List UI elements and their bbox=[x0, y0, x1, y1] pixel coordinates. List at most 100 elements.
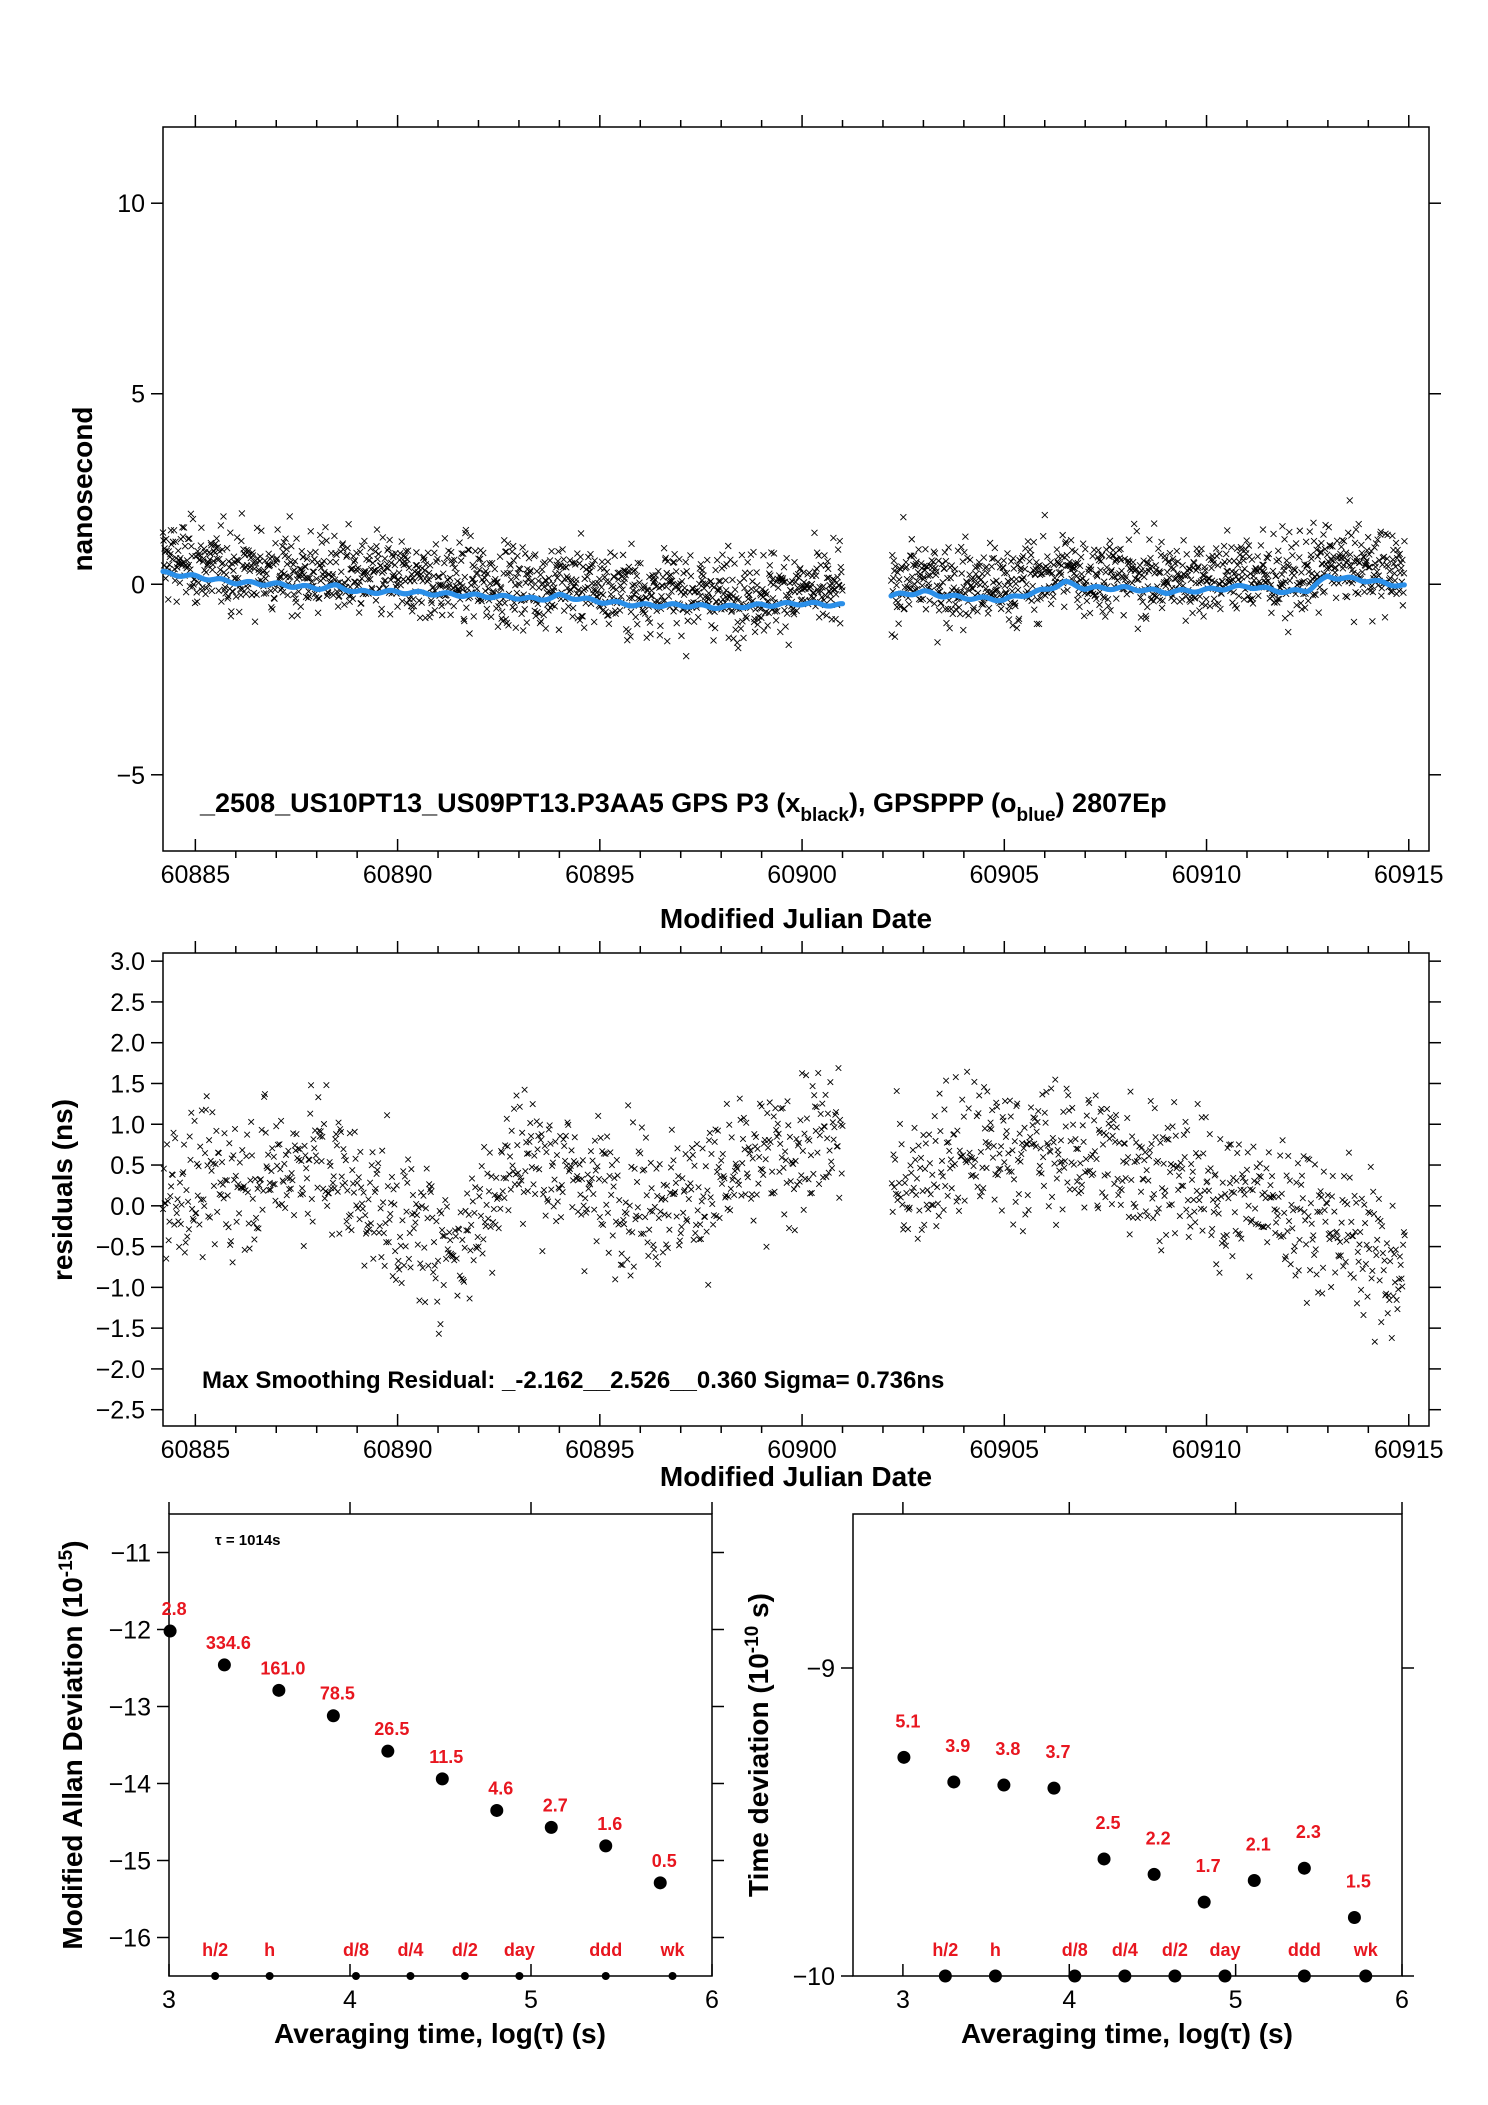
data-point-x bbox=[536, 1121, 544, 1128]
data-point-x bbox=[514, 1142, 521, 1149]
data-point-x bbox=[579, 613, 586, 620]
data-point-x bbox=[584, 573, 591, 581]
data-point-x bbox=[1149, 1195, 1156, 1202]
data-point-x bbox=[622, 571, 630, 579]
data-point-x bbox=[435, 1330, 442, 1337]
y-tick-label: −15 bbox=[109, 1848, 151, 1876]
data-point-x bbox=[922, 1140, 929, 1147]
data-point-x bbox=[1053, 1175, 1060, 1182]
data-point-x bbox=[1128, 579, 1136, 587]
data-point-x bbox=[259, 1206, 266, 1213]
data-point-x bbox=[825, 574, 832, 582]
data-point-x bbox=[688, 1144, 696, 1152]
data-point-x bbox=[1171, 1230, 1179, 1237]
data-point-x bbox=[988, 555, 996, 563]
data-point-x bbox=[707, 577, 715, 585]
data-point-x bbox=[916, 570, 924, 578]
data-point-x bbox=[1038, 570, 1046, 578]
data-point-x bbox=[379, 1199, 387, 1206]
data-point-x bbox=[251, 1236, 258, 1243]
data-point-x bbox=[1000, 569, 1008, 577]
data-point-x bbox=[496, 553, 504, 561]
data-point-x bbox=[1308, 555, 1315, 562]
data-point-x bbox=[1006, 581, 1014, 589]
data-point-x bbox=[1240, 596, 1248, 603]
top-x-axis-label: Modified Julian Date bbox=[660, 903, 932, 934]
data-point-x bbox=[304, 594, 312, 602]
data-point-x bbox=[304, 1210, 311, 1217]
data-point-x bbox=[452, 1233, 459, 1240]
data-point-x bbox=[378, 605, 386, 613]
data-point-x bbox=[423, 1165, 430, 1172]
data-point-x bbox=[335, 1119, 342, 1126]
data-point-x bbox=[215, 1149, 222, 1157]
data-point-x bbox=[752, 1133, 760, 1141]
data-point-x bbox=[348, 565, 356, 572]
data-point-x bbox=[373, 1170, 380, 1177]
data-point-x bbox=[424, 549, 432, 557]
data-point-x bbox=[490, 1205, 497, 1213]
data-point-x bbox=[683, 1216, 690, 1223]
data-point-x bbox=[1142, 612, 1150, 620]
data-point-x bbox=[432, 1275, 439, 1282]
data-point-x bbox=[783, 554, 790, 562]
data-point-x bbox=[1200, 572, 1208, 579]
data-point-x bbox=[1308, 1220, 1315, 1227]
data-point-x bbox=[915, 1142, 922, 1149]
data-point-x bbox=[824, 557, 831, 565]
data-point-x bbox=[1254, 553, 1262, 560]
data-point-x bbox=[400, 1168, 407, 1175]
data-point-x bbox=[528, 577, 536, 584]
data-point-x bbox=[929, 1171, 936, 1178]
data-point-x bbox=[937, 1127, 944, 1135]
data-point-x bbox=[1274, 1212, 1281, 1220]
data-point-x bbox=[1048, 569, 1056, 577]
data-point-x bbox=[546, 557, 554, 564]
data-point-x bbox=[728, 608, 735, 615]
data-point-x bbox=[745, 591, 753, 599]
data-point-x bbox=[598, 558, 606, 566]
data-point-x bbox=[636, 595, 644, 603]
data-point-x bbox=[1290, 572, 1298, 579]
data-point-x bbox=[634, 1204, 641, 1211]
data-point-x bbox=[566, 557, 574, 564]
data-point-x bbox=[605, 620, 613, 628]
data-point-x bbox=[1378, 1223, 1386, 1230]
data-point-x bbox=[1160, 1160, 1167, 1167]
data-point-x bbox=[981, 1125, 989, 1132]
data-point-x bbox=[532, 612, 540, 620]
data-point-x bbox=[1283, 557, 1290, 564]
data-point-x bbox=[347, 1211, 354, 1218]
data-point-x bbox=[732, 626, 739, 633]
data-point-x bbox=[1374, 536, 1381, 544]
data-point-x bbox=[1001, 1159, 1008, 1166]
data-point-x bbox=[251, 618, 259, 626]
data-point-x bbox=[1098, 551, 1106, 559]
data-point-x bbox=[942, 605, 949, 613]
data-point-x bbox=[201, 1149, 209, 1157]
data-point-x bbox=[1306, 528, 1314, 535]
data-point-x bbox=[473, 585, 481, 593]
data-point-x bbox=[494, 578, 501, 586]
data-point-x bbox=[1196, 593, 1204, 600]
data-point-x bbox=[209, 1109, 216, 1116]
top-gps-p3-scatter bbox=[159, 497, 1408, 660]
data-point-x bbox=[449, 560, 457, 568]
data-point-x bbox=[1393, 554, 1401, 562]
allan-axis-ticks bbox=[157, 1502, 724, 1976]
data-point-x bbox=[611, 552, 618, 560]
data-point-x bbox=[1107, 606, 1114, 614]
data-point-x bbox=[1093, 595, 1100, 603]
data-point-x bbox=[959, 1096, 966, 1103]
data-point-x bbox=[1396, 1253, 1403, 1260]
data-point-x bbox=[184, 1198, 192, 1205]
data-point-x bbox=[622, 1199, 629, 1206]
data-point-x bbox=[1158, 1185, 1166, 1192]
data-point-x bbox=[1328, 1283, 1335, 1291]
data-point-x bbox=[748, 585, 755, 593]
data-point-x bbox=[270, 1153, 277, 1160]
data-point-x bbox=[267, 587, 275, 595]
data-point-x bbox=[898, 1141, 905, 1148]
data-point-x bbox=[1332, 1269, 1339, 1276]
data-point-x bbox=[934, 639, 941, 646]
